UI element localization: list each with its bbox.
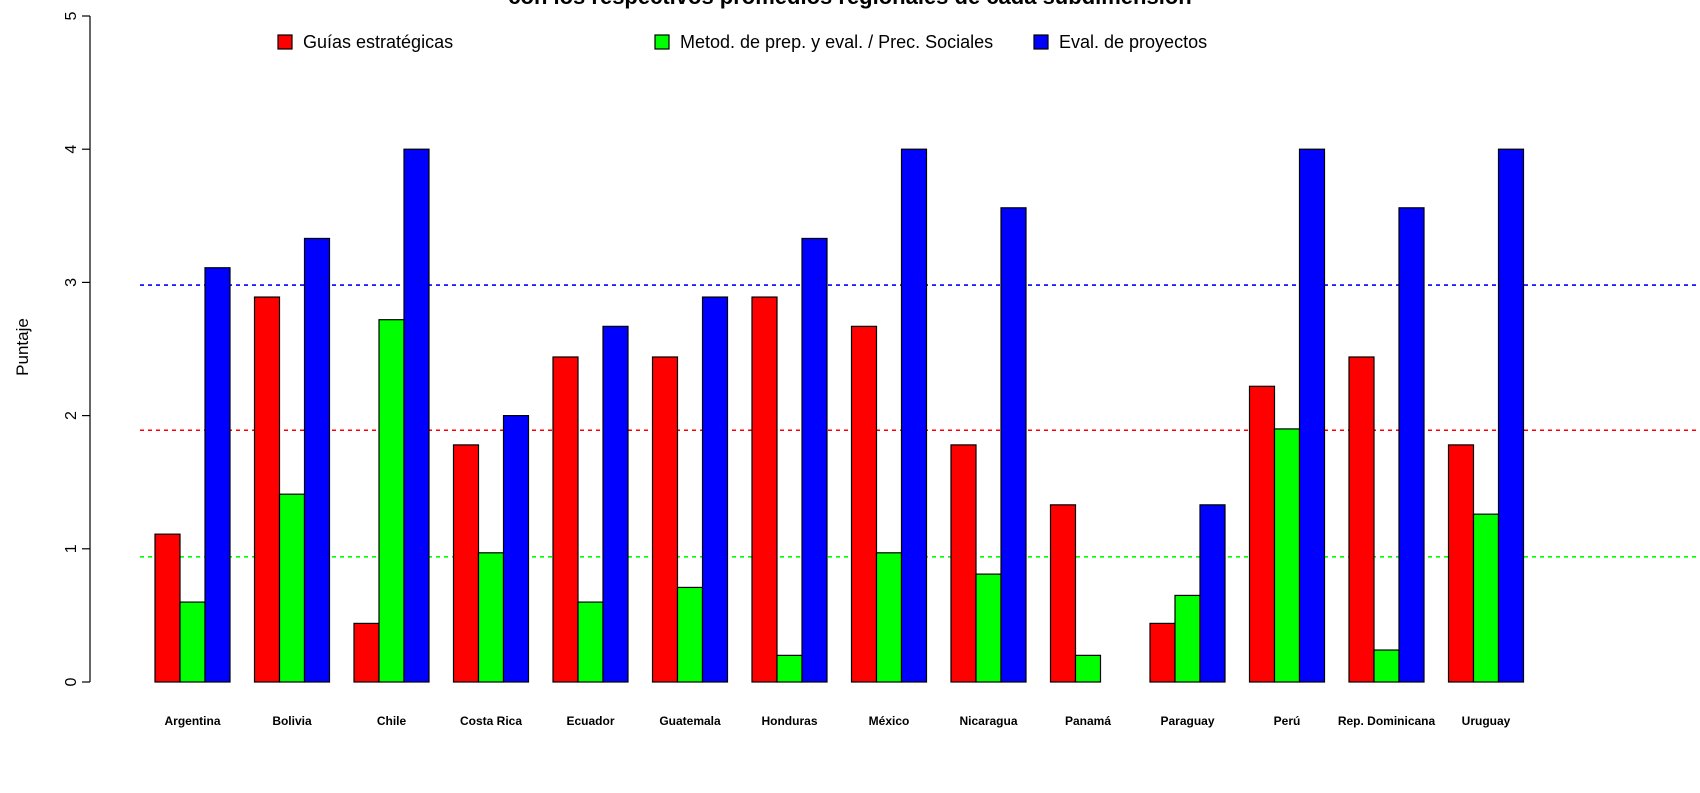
bar-ecuador-1: [577, 601, 604, 683]
bar-costa-rica-0: [452, 444, 480, 683]
bar-argentina-0: [154, 533, 181, 683]
bar-uruguay-2: [1497, 148, 1525, 683]
bar-paraguay-2: [1199, 504, 1226, 683]
bar-paraguay-1: [1174, 594, 1201, 683]
bar-bolivia-2: [303, 237, 331, 683]
legend-swatch: [1033, 34, 1049, 50]
bar-honduras-1: [776, 654, 803, 683]
x-tick-label: Bolivia: [272, 714, 312, 728]
x-tick-label: Perú: [1274, 714, 1301, 728]
x-tick-label: Ecuador: [566, 714, 614, 728]
x-tick-label: Costa Rica: [460, 714, 522, 728]
bar-bolivia-0: [253, 296, 281, 683]
y-axis: 0 1 2 3 4 5: [63, 11, 91, 686]
x-tick-label: Chile: [377, 714, 407, 728]
bar-m-xico-0: [850, 325, 878, 683]
x-tick-label: Argentina: [164, 714, 220, 728]
bar-uruguay-1: [1472, 513, 1500, 683]
bars-group: [154, 148, 1525, 683]
bar-guatemala-1: [676, 586, 704, 683]
bar-argentina-2: [204, 267, 231, 683]
bar-honduras-2: [801, 237, 828, 683]
bar-uruguay-0: [1447, 444, 1475, 683]
bar-chile-2: [403, 148, 430, 683]
bar-nicaragua-0: [950, 444, 977, 683]
bar-per--0: [1248, 385, 1276, 683]
bar-rep-dominicana-2: [1398, 207, 1425, 683]
x-tick-label: Guatemala: [659, 714, 721, 728]
bar-per--2: [1298, 148, 1326, 683]
legend: Guías estratégicas Metod. de prep. y eval…: [277, 32, 1207, 52]
x-tick-label: Rep. Dominicana: [1338, 714, 1436, 728]
legend-swatch: [277, 34, 293, 50]
bar-panam--1: [1074, 654, 1102, 683]
bar-ecuador-0: [552, 356, 579, 683]
bar-ecuador-2: [602, 325, 629, 683]
y-tick-label: 2: [63, 411, 80, 420]
bar-nicaragua-1: [975, 573, 1002, 683]
legend-swatch: [654, 34, 670, 50]
bar-chile-1: [378, 319, 405, 683]
legend-label: Eval. de proyectos: [1059, 32, 1207, 52]
bar-m-xico-1: [875, 552, 903, 683]
bar-rep-dominicana-1: [1373, 649, 1400, 683]
x-tick-label: Uruguay: [1462, 714, 1511, 728]
bar-argentina-1: [179, 601, 206, 683]
chart-title: con los respectivos promedios regionales…: [508, 0, 1191, 9]
bar-guatemala-0: [651, 356, 679, 683]
y-tick-label: 3: [63, 278, 80, 287]
bar-chile-0: [353, 622, 380, 683]
bar-bolivia-1: [278, 493, 306, 683]
y-tick-label: 5: [63, 11, 80, 20]
x-tick-label: Panamá: [1065, 714, 1111, 728]
legend-label: Guías estratégicas: [303, 32, 453, 52]
y-axis-label: Puntaje: [13, 318, 32, 376]
bar-m-xico-2: [900, 148, 928, 683]
bar-rep-dominicana-0: [1348, 356, 1375, 683]
bar-guatemala-2: [701, 296, 729, 683]
bar-paraguay-0: [1149, 622, 1176, 683]
bar-per--1: [1273, 428, 1301, 683]
x-tick-label: Paraguay: [1160, 714, 1214, 728]
bar-honduras-0: [751, 296, 778, 683]
y-tick-label: 4: [63, 145, 80, 154]
x-tick-label: Nicaragua: [959, 714, 1017, 728]
bar-costa-rica-2: [502, 415, 530, 683]
x-tick-labels: Argentina Bolivia Chile Costa Rica Ecuador Gu…: [164, 714, 1510, 728]
legend-label: Metod. de prep. y eval. / Prec. Sociales: [680, 32, 993, 52]
y-tick-label: 0: [63, 677, 80, 686]
x-tick-label: Honduras: [761, 714, 817, 728]
x-tick-label: México: [869, 714, 910, 728]
bar-nicaragua-2: [1000, 207, 1027, 683]
y-tick-label: 1: [63, 544, 80, 553]
bar-panam--0: [1049, 504, 1077, 683]
bar-costa-rica-1: [477, 552, 505, 683]
